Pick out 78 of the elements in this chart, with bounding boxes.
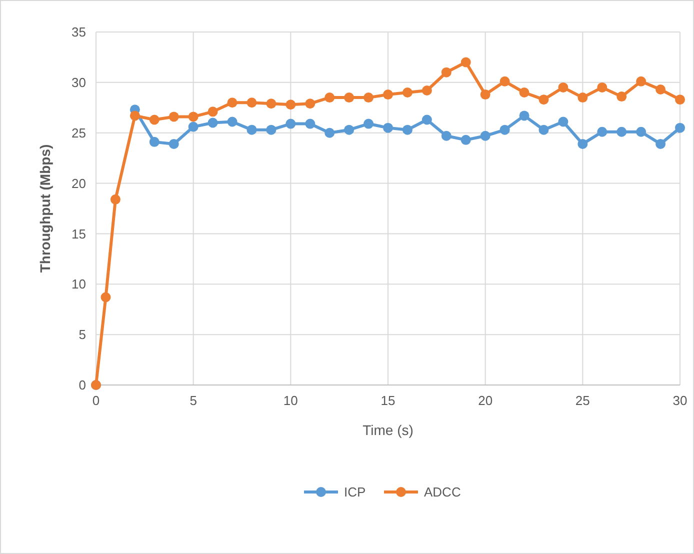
y-tick-label: 0 (78, 378, 86, 393)
x-tick-label: 10 (283, 393, 298, 408)
point (480, 90, 490, 100)
point (383, 90, 393, 100)
point (246, 98, 257, 108)
point (597, 82, 608, 92)
point (227, 116, 238, 127)
point (538, 124, 549, 135)
point (441, 130, 452, 141)
y-tick-label: 30 (72, 74, 86, 90)
point (538, 94, 549, 105)
point (305, 98, 316, 109)
point (460, 134, 471, 145)
y-axis-title: Throughput (Mbps) (37, 144, 53, 273)
point (246, 124, 257, 135)
point (286, 100, 296, 110)
point (324, 92, 335, 103)
y-tick-label: 5 (78, 327, 86, 342)
point (656, 84, 666, 94)
point (266, 98, 276, 109)
x-tick-label: 0 (92, 393, 100, 408)
point (227, 98, 238, 108)
point (500, 76, 510, 86)
point (402, 88, 412, 98)
point (344, 124, 354, 135)
point (402, 124, 412, 135)
x-tick-label: 5 (190, 393, 197, 408)
point (480, 130, 490, 141)
y-tick-label: 15 (72, 226, 86, 242)
point (305, 118, 316, 129)
point (130, 110, 140, 121)
point (100, 292, 111, 302)
point (675, 94, 685, 105)
point (441, 67, 452, 78)
y-tick-label: 20 (72, 176, 86, 191)
point (578, 138, 588, 149)
point (208, 106, 218, 117)
x-axis-title: Time (s) (362, 422, 414, 438)
point (675, 122, 685, 133)
point (383, 122, 393, 133)
y-tick-label: 35 (72, 24, 86, 40)
point (364, 92, 374, 103)
point (616, 92, 627, 102)
point (616, 126, 627, 137)
legend-label: ADCC (424, 484, 461, 500)
point (324, 128, 335, 138)
point (168, 138, 179, 149)
x-tick-label: 30 (672, 393, 688, 408)
point (422, 85, 432, 96)
point (558, 116, 568, 127)
point (519, 110, 530, 121)
point (188, 122, 198, 132)
point (110, 194, 120, 204)
point (422, 114, 432, 125)
point (208, 118, 218, 128)
point (578, 92, 588, 103)
point (364, 118, 374, 129)
x-tick-label: 20 (478, 393, 493, 408)
point (636, 126, 646, 137)
point (519, 88, 530, 98)
point (344, 92, 354, 103)
point (636, 76, 646, 86)
point (286, 118, 296, 129)
point (188, 112, 198, 122)
point (149, 114, 160, 125)
legend-label: ICP (344, 484, 366, 500)
x-tick-label: 25 (575, 393, 590, 408)
point (460, 57, 471, 68)
point (656, 138, 666, 149)
point (500, 124, 510, 135)
x-tick-label: 15 (380, 393, 396, 408)
point (168, 112, 179, 122)
point (266, 124, 276, 135)
point (597, 126, 608, 137)
point (558, 82, 568, 92)
y-tick-label: 25 (72, 125, 86, 140)
y-tick-label: 10 (72, 276, 86, 292)
point (149, 136, 160, 147)
